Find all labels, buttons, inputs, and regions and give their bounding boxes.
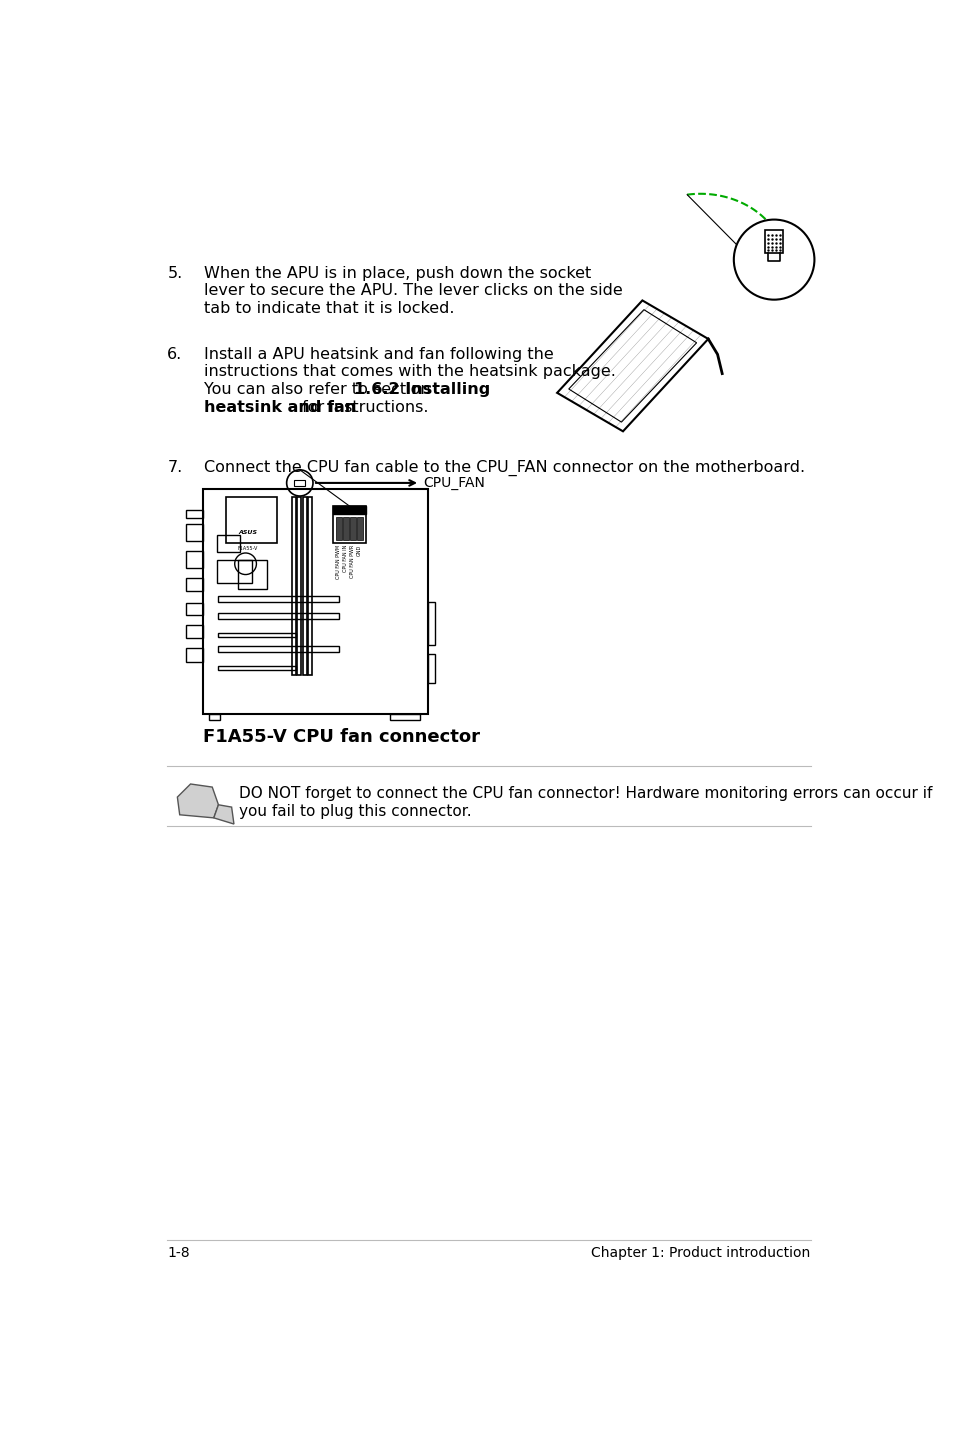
Text: ASUS: ASUS (238, 530, 257, 536)
Bar (226, 497, 276, 543)
Text: instructions that comes with the heatsink package.: instructions that comes with the heatsin… (204, 364, 616, 379)
Bar (216, 536, 240, 553)
Bar (218, 633, 295, 637)
Bar (335, 517, 341, 540)
Text: 1-8: 1-8 (167, 1246, 190, 1260)
Text: 5.: 5. (167, 266, 182, 281)
Text: You can also refer to section: You can also refer to section (204, 382, 436, 397)
Bar (292, 497, 295, 676)
Text: Install a APU heatsink and fan following the: Install a APU heatsink and fan following… (204, 347, 554, 362)
Bar (333, 505, 365, 543)
Bar (303, 497, 307, 676)
Bar (356, 517, 362, 540)
Bar (218, 613, 338, 619)
Polygon shape (213, 805, 233, 823)
Bar (186, 579, 203, 591)
Bar (218, 596, 338, 603)
Text: DO NOT forget to connect the CPU fan connector! Hardware monitoring errors can o: DO NOT forget to connect the CPU fan con… (239, 786, 932, 802)
Text: tab to indicate that it is locked.: tab to indicate that it is locked. (204, 301, 455, 316)
Bar (186, 510, 203, 517)
Text: heatsink and fan: heatsink and fan (204, 400, 356, 415)
Bar (186, 624, 203, 639)
Bar (186, 603, 203, 616)
Bar (350, 517, 355, 540)
Text: F1A55-V: F1A55-V (237, 546, 258, 551)
Bar (237, 560, 267, 589)
Text: you fail to plug this connector.: you fail to plug this connector. (239, 803, 472, 819)
Bar (333, 505, 365, 514)
Bar (203, 490, 427, 715)
Text: 6.: 6. (167, 347, 182, 362)
Text: CPU FAN IN: CPU FAN IN (343, 544, 348, 571)
Bar (218, 646, 338, 653)
Text: 7.: 7. (167, 460, 182, 475)
Text: for instructions.: for instructions. (296, 400, 428, 415)
Bar (297, 497, 301, 676)
Bar (216, 560, 252, 583)
Bar (209, 715, 220, 720)
Text: 1.6.2 Installing: 1.6.2 Installing (355, 382, 490, 397)
Text: CPU FAN PWM: CPU FAN PWM (335, 544, 341, 579)
Polygon shape (177, 783, 218, 818)
Bar (390, 715, 419, 720)
Circle shape (733, 219, 814, 299)
Bar (218, 666, 295, 670)
Text: F1A55-V CPU fan connector: F1A55-V CPU fan connector (203, 727, 479, 746)
Text: When the APU is in place, push down the socket: When the APU is in place, push down the … (204, 266, 591, 281)
Text: Chapter 1: Product introduction: Chapter 1: Product introduction (591, 1246, 810, 1260)
Bar (186, 551, 203, 567)
Bar (427, 654, 435, 683)
Bar (294, 480, 305, 485)
Text: CPU_FAN: CPU_FAN (422, 475, 484, 490)
Bar (343, 517, 348, 540)
Text: lever to secure the APU. The lever clicks on the side: lever to secure the APU. The lever click… (204, 284, 622, 298)
Bar (308, 497, 312, 676)
Text: CPU FAN PWR: CPU FAN PWR (350, 544, 355, 577)
Text: Connect the CPU fan cable to the CPU_FAN connector on the motherboard.: Connect the CPU fan cable to the CPU_FAN… (204, 460, 804, 475)
Bar (427, 603, 435, 644)
Bar (764, 231, 782, 253)
Bar (186, 647, 203, 662)
Bar (186, 524, 203, 541)
Text: GND: GND (356, 544, 361, 556)
